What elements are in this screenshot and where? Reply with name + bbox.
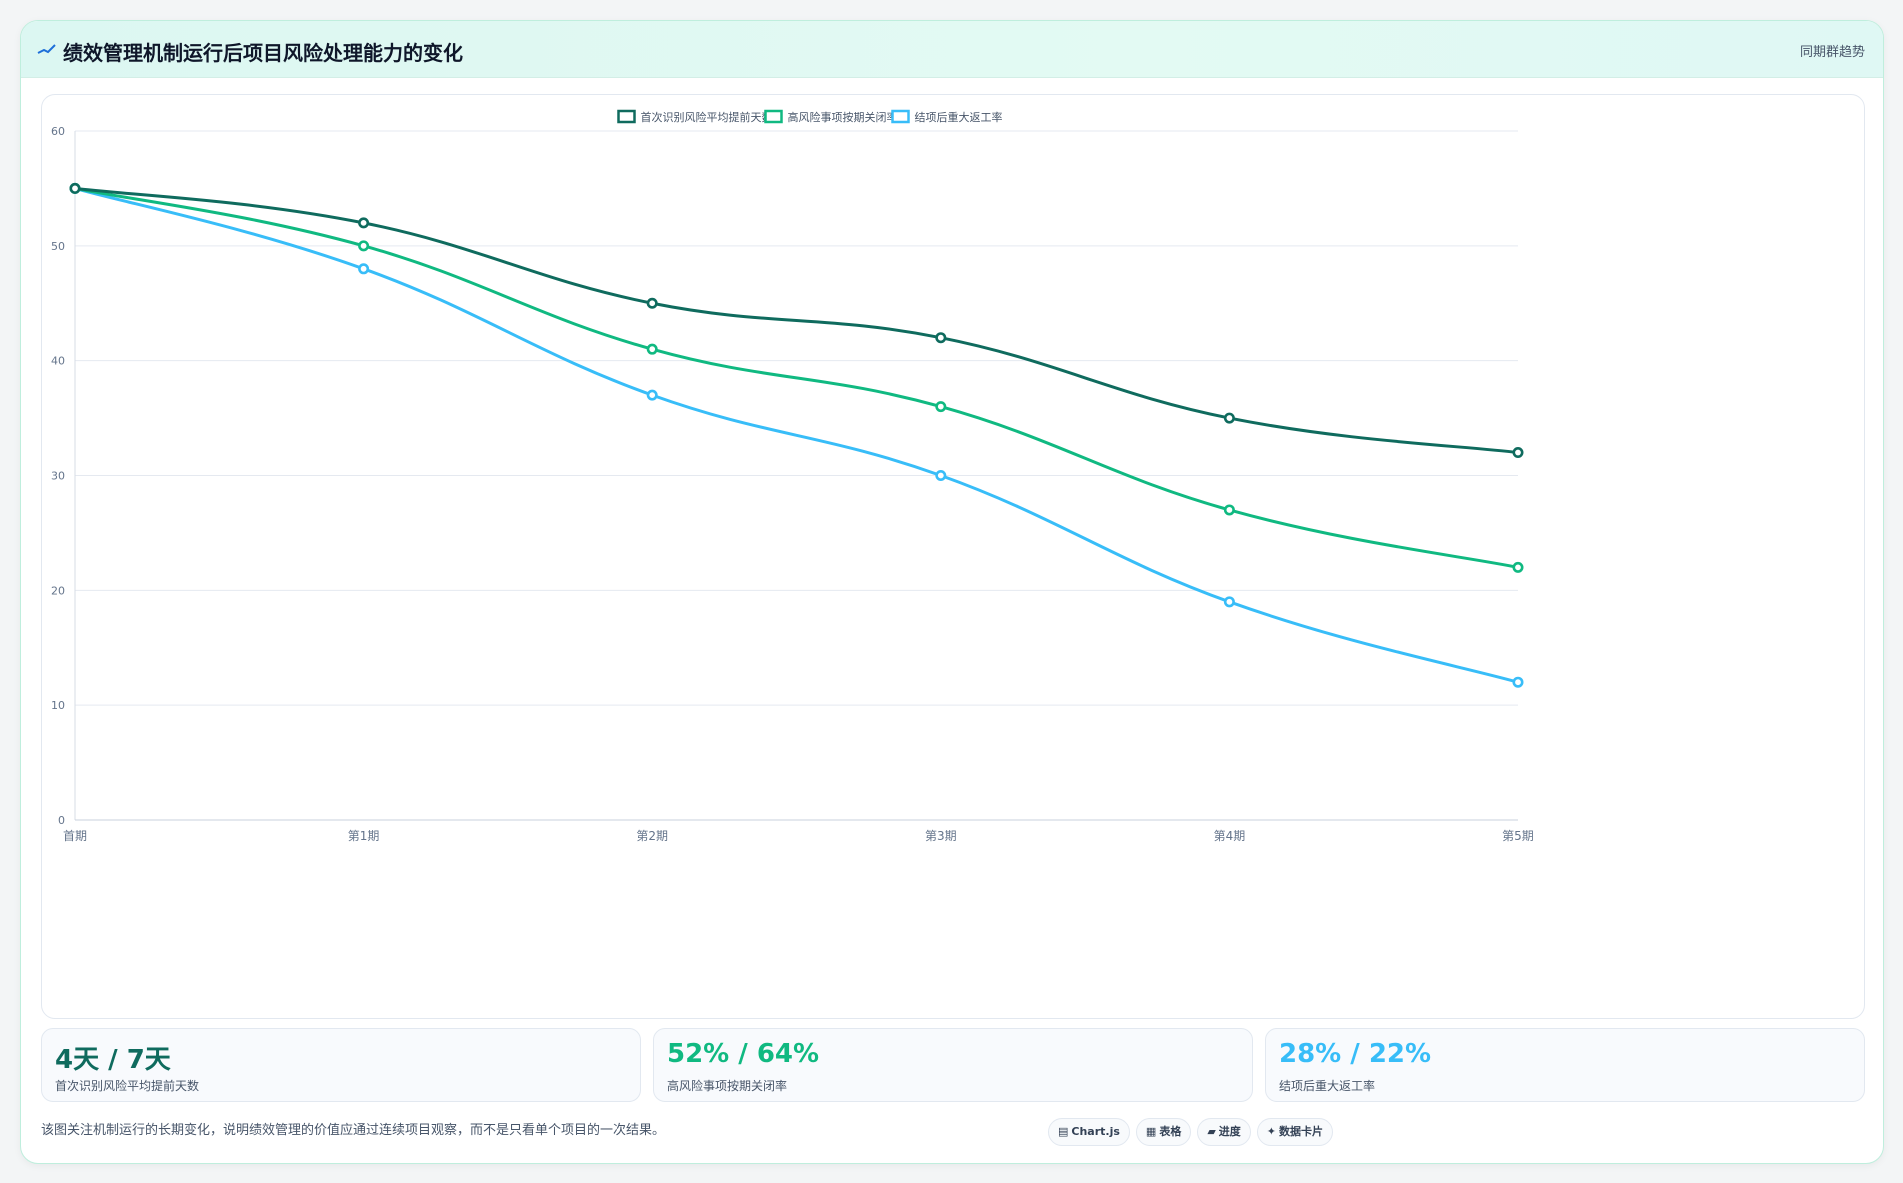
data-point	[1223, 412, 1235, 424]
chart-footnote: 该图关注机制运行的长期变化，说明绩效管理的价值应通过连续项目观察，而不是只看单个…	[41, 1123, 666, 1138]
stat-label: 首次识别风险平均提前天数	[55, 1079, 200, 1093]
legend-label: 高风险事项按期关闭率	[788, 110, 898, 124]
y-tick-label: 30	[51, 470, 65, 483]
series-line	[74, 186, 1519, 455]
data-point	[358, 263, 370, 275]
y-tick-label: 10	[51, 699, 65, 712]
x-tick-label: 第3期	[925, 829, 957, 843]
data-point	[1512, 447, 1524, 459]
data-point	[935, 401, 947, 413]
data-point	[646, 389, 658, 401]
chip-progress[interactable]: ▰ 进度	[1197, 1118, 1251, 1146]
stat-card-close-rate: 52% / 64% 高风险事项按期关闭率	[653, 1028, 1253, 1102]
x-tick-label: 第2期	[636, 829, 668, 843]
y-tick-label: 40	[51, 355, 65, 368]
chart-panel: 0 10 20 30 40 50 60 首期 第1期 第2期 第3期 第4期 第5期 首次识别风险平均提前…	[41, 94, 1865, 1019]
view-chips: ▤ Chart.js ▦ 表格 ▰ 进度 ✦ 数据卡片	[1048, 1118, 1339, 1146]
stat-card-rework-rate: 28% / 22% 结项后重大返工率	[1265, 1028, 1865, 1102]
stat-card-risk-lead-days: 4天 / 7天 首次识别风险平均提前天数	[41, 1028, 641, 1102]
y-tick-label: 50	[51, 240, 65, 253]
chip-label: 表格	[1159, 1125, 1182, 1138]
table-icon: ▦	[1145, 1125, 1157, 1138]
data-point	[646, 343, 658, 355]
x-tick-label: 首期	[63, 829, 87, 843]
data-point	[1512, 676, 1524, 688]
legend-label: 首次识别风险平均提前天数	[641, 110, 773, 124]
card-header: 绩效管理机制运行后项目风险处理能力的变化 同期群趋势	[21, 21, 1883, 78]
series-line	[74, 186, 1519, 684]
data-point	[935, 469, 947, 481]
data-point	[646, 297, 658, 309]
data-point	[358, 217, 370, 229]
chart-card: 绩效管理机制运行后项目风险处理能力的变化 同期群趋势 0 10 20 30 40 50 60…	[20, 20, 1884, 1164]
x-tick-label: 第1期	[348, 829, 380, 843]
x-tick-label: 第5期	[1502, 829, 1534, 843]
stat-label: 结项后重大返工率	[1279, 1079, 1376, 1093]
legend-swatch	[891, 109, 910, 124]
page-title: 绩效管理机制运行后项目风险处理能力的变化	[63, 41, 463, 65]
card-icon: ✦	[1266, 1125, 1277, 1138]
data-point	[1223, 504, 1235, 516]
chip-label: 进度	[1218, 1125, 1241, 1138]
chip-chartjs[interactable]: ▤ Chart.js	[1048, 1118, 1130, 1146]
progress-icon: ▰	[1207, 1125, 1216, 1138]
legend-label: 结项后重大返工率	[915, 110, 1003, 124]
chip-table[interactable]: ▦ 表格	[1135, 1118, 1192, 1146]
series-line	[74, 186, 1519, 569]
chip-label: Chart.js	[1071, 1125, 1120, 1138]
trend-line-icon	[37, 44, 56, 54]
data-point	[69, 182, 81, 194]
chart-icon: ▤	[1058, 1125, 1069, 1138]
data-point	[1223, 596, 1235, 608]
y-tick-label: 0	[58, 814, 65, 827]
y-tick-label: 20	[51, 584, 65, 597]
data-point	[1512, 561, 1524, 573]
chip-data-card[interactable]: ✦ 数据卡片	[1256, 1118, 1334, 1146]
legend-swatch	[617, 109, 636, 124]
legend-swatch	[764, 109, 783, 124]
data-point	[358, 240, 370, 252]
stat-value: 28% / 22%	[1279, 1039, 1432, 1069]
data-point	[935, 332, 947, 344]
y-tick-label: 60	[51, 125, 65, 138]
stat-value: 52% / 64%	[667, 1039, 820, 1069]
stat-cards: 4天 / 7天 首次识别风险平均提前天数 52% / 64% 高风险事项按期关闭…	[41, 1028, 1865, 1102]
stat-value: 4天 / 7天	[55, 1045, 171, 1075]
x-tick-label: 第4期	[1214, 829, 1246, 843]
chip-label: 数据卡片	[1279, 1125, 1324, 1138]
line-chart: 0 10 20 30 40 50 60 首期 第1期 第2期 第3期 第4期 第5期 首次识别风险平均提前…	[51, 109, 1534, 843]
stat-label: 高风险事项按期关闭率	[667, 1079, 788, 1093]
cohort-trend-label: 同期群趋势	[1799, 45, 1865, 60]
